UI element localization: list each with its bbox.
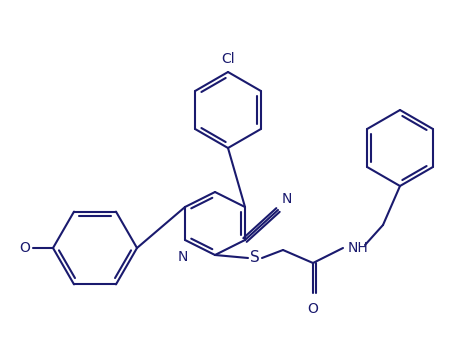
Text: O: O (19, 241, 30, 255)
Text: S: S (250, 251, 260, 265)
Text: NH: NH (348, 241, 369, 255)
Text: N: N (282, 192, 292, 206)
Text: Cl: Cl (221, 52, 235, 66)
Text: N: N (178, 250, 188, 264)
Text: O: O (308, 302, 318, 316)
